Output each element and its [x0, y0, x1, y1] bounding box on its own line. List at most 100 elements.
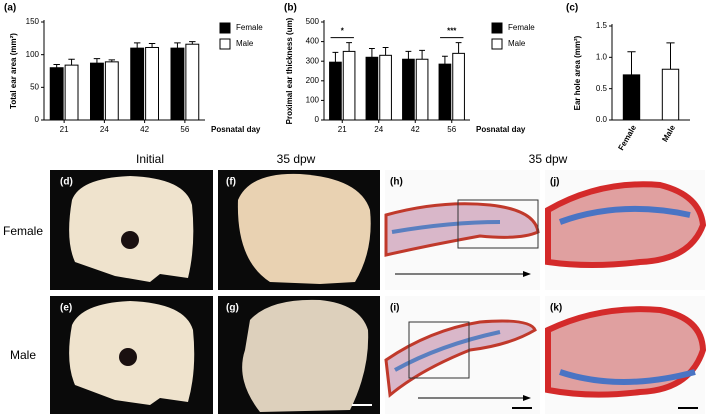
y-tick-label: 0.0 — [596, 115, 608, 124]
bar — [89, 62, 104, 121]
y-tick-label: 150 — [26, 17, 40, 26]
legend-label: Female — [236, 23, 263, 32]
error-bar — [405, 50, 412, 60]
bar — [64, 64, 79, 121]
error-bar — [174, 42, 181, 49]
error-bar — [346, 42, 353, 52]
error-bar — [53, 63, 60, 68]
error-bar — [368, 47, 375, 58]
bar — [104, 61, 119, 121]
y-tick-label: 500 — [306, 17, 320, 26]
panel-label: (g) — [226, 303, 239, 314]
error-bar — [382, 46, 389, 56]
y-tick-label: 0 — [35, 115, 40, 124]
annotation: *** — [447, 27, 457, 36]
y-axis-label: Proximal ear thickness (um) — [285, 17, 294, 124]
x-tick-label: 56 — [180, 125, 189, 134]
legend-label: Male — [508, 39, 526, 48]
x-tick-label: 42 — [411, 125, 420, 134]
panel-label: (h) — [390, 177, 403, 188]
bar — [49, 67, 64, 121]
chart-title: (b) — [284, 3, 297, 14]
error-bar — [189, 41, 196, 45]
column-title: 35 dpw — [529, 152, 568, 166]
bar — [379, 54, 392, 121]
x-tick-label: Female — [616, 123, 638, 152]
row-title: Female — [3, 224, 43, 238]
tissue — [391, 220, 501, 234]
hole — [121, 231, 139, 249]
bar — [452, 52, 465, 121]
bar — [438, 63, 452, 121]
error-bar — [108, 59, 116, 62]
error-bar — [332, 51, 339, 63]
bar — [130, 47, 145, 121]
row-title: Male — [10, 348, 36, 362]
y-tick-label: 300 — [306, 56, 320, 65]
x-axis-label: Posnatal day — [476, 125, 526, 134]
ear — [242, 299, 369, 412]
bar — [661, 68, 680, 121]
chart-title: (a) — [4, 3, 16, 14]
tissue — [384, 319, 537, 398]
tissue — [558, 205, 691, 225]
panel-label: (i) — [390, 303, 399, 314]
tissue — [559, 369, 696, 385]
ear — [69, 176, 194, 282]
error-bar — [666, 42, 675, 70]
y-tick-label: 1.0 — [596, 52, 608, 61]
bar — [185, 43, 200, 121]
x-tick-label: Male — [660, 123, 677, 143]
y-tick-label: 0.5 — [596, 84, 608, 93]
error-bar — [627, 51, 636, 75]
panel-label: (e) — [60, 303, 72, 314]
y-tick-label: 200 — [306, 76, 320, 85]
bar — [365, 56, 379, 121]
bar — [415, 58, 429, 121]
error-bar — [441, 55, 448, 65]
x-tick-label: 56 — [447, 125, 456, 134]
chart-title: (c) — [566, 3, 578, 14]
legend-swatch — [491, 38, 503, 50]
error-bar — [93, 58, 101, 64]
y-axis-label: Total ear area (mm²) — [9, 33, 18, 109]
y-tick-label: 50 — [30, 82, 39, 91]
panel-label: (j) — [550, 177, 559, 188]
legend-label: Female — [508, 23, 535, 32]
error-bar — [133, 42, 141, 49]
panel-label: (f) — [226, 177, 236, 188]
bar — [342, 50, 356, 121]
x-tick-label: 42 — [140, 125, 149, 134]
bar — [145, 46, 160, 121]
y-tick-label: 0 — [315, 115, 320, 124]
tissue — [545, 181, 707, 268]
y-tick-label: 1.5 — [596, 21, 608, 30]
tissue — [545, 306, 707, 398]
photos — [50, 170, 707, 414]
x-axis-label: Posnatal day — [211, 125, 261, 134]
hole — [119, 348, 137, 366]
panel-label: (k) — [550, 303, 562, 314]
bar — [622, 74, 641, 121]
error-bar — [148, 43, 156, 48]
y-tick-label: 100 — [306, 96, 320, 105]
bar — [329, 61, 342, 121]
legend-swatch — [219, 38, 231, 50]
inset-box — [408, 321, 470, 379]
inset-box — [457, 199, 539, 249]
error-bar — [68, 58, 75, 66]
x-tick-label: 21 — [60, 125, 69, 134]
panel-label: (d) — [60, 177, 73, 188]
x-tick-label: 24 — [100, 125, 109, 134]
error-bar — [419, 49, 426, 60]
y-tick-label: 400 — [306, 37, 320, 46]
bar — [170, 47, 185, 121]
column-title: 35 dpw — [277, 152, 316, 166]
error-bar — [455, 42, 462, 54]
annotation: * — [341, 27, 345, 36]
y-tick-label: 100 — [26, 50, 40, 59]
x-tick-label: 24 — [374, 125, 383, 134]
legend-swatch — [491, 22, 503, 34]
column-title: Initial — [136, 152, 164, 166]
